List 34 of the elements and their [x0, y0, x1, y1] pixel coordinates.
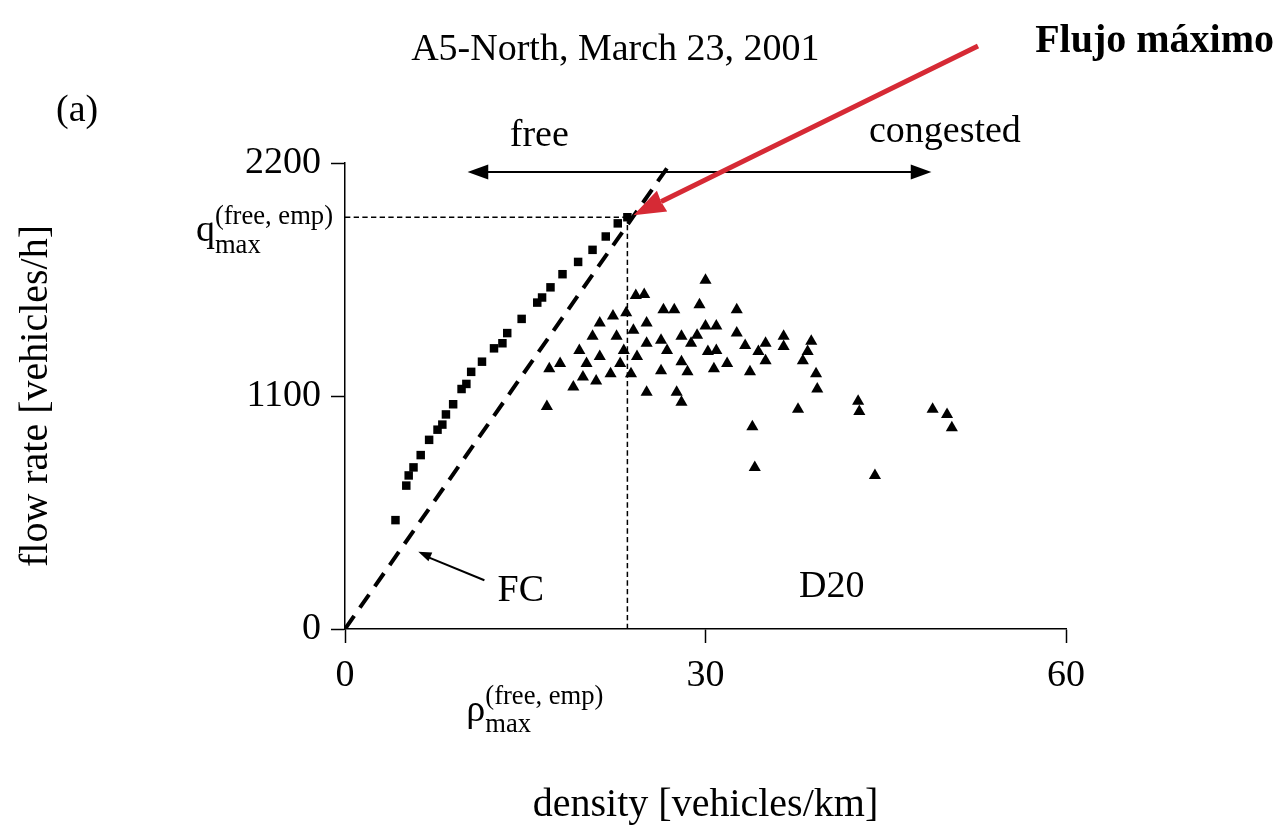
text: (a): [56, 87, 99, 130]
point: [558, 269, 567, 279]
point: [441, 410, 451, 419]
x-axis-title: density [vehicles/km]: [532, 779, 879, 825]
point: [409, 463, 418, 472]
point: [438, 420, 447, 429]
text: congested: [868, 108, 1021, 150]
annotation: FC: [497, 567, 545, 610]
point: [462, 379, 471, 389]
chart-title: A5-North, March 23, 2001: [411, 26, 820, 68]
point: [498, 339, 507, 348]
x-tick-label: 0: [335, 651, 355, 694]
y-tick-label: 0: [302, 604, 321, 647]
point: [517, 314, 526, 324]
x-tick-label: 30: [686, 651, 725, 694]
point: [588, 245, 597, 255]
text: Flujo máximo: [1035, 16, 1274, 61]
annotation: D20: [798, 563, 865, 606]
y-tick-label: 2200: [245, 138, 321, 181]
point: [402, 481, 411, 490]
text: free: [509, 112, 569, 154]
point: [477, 357, 487, 366]
y-tick-label: 1100: [246, 371, 321, 414]
x-tick-label: 60: [1047, 651, 1085, 694]
point: [416, 450, 425, 460]
point: [613, 219, 623, 228]
point: [448, 400, 458, 409]
point: [404, 471, 413, 480]
y-axis-title: flow rate [vehicles/h]: [10, 224, 56, 568]
point: [601, 232, 610, 241]
point: [546, 283, 555, 292]
point: [489, 344, 499, 353]
point: [537, 293, 547, 302]
point: [391, 515, 400, 525]
